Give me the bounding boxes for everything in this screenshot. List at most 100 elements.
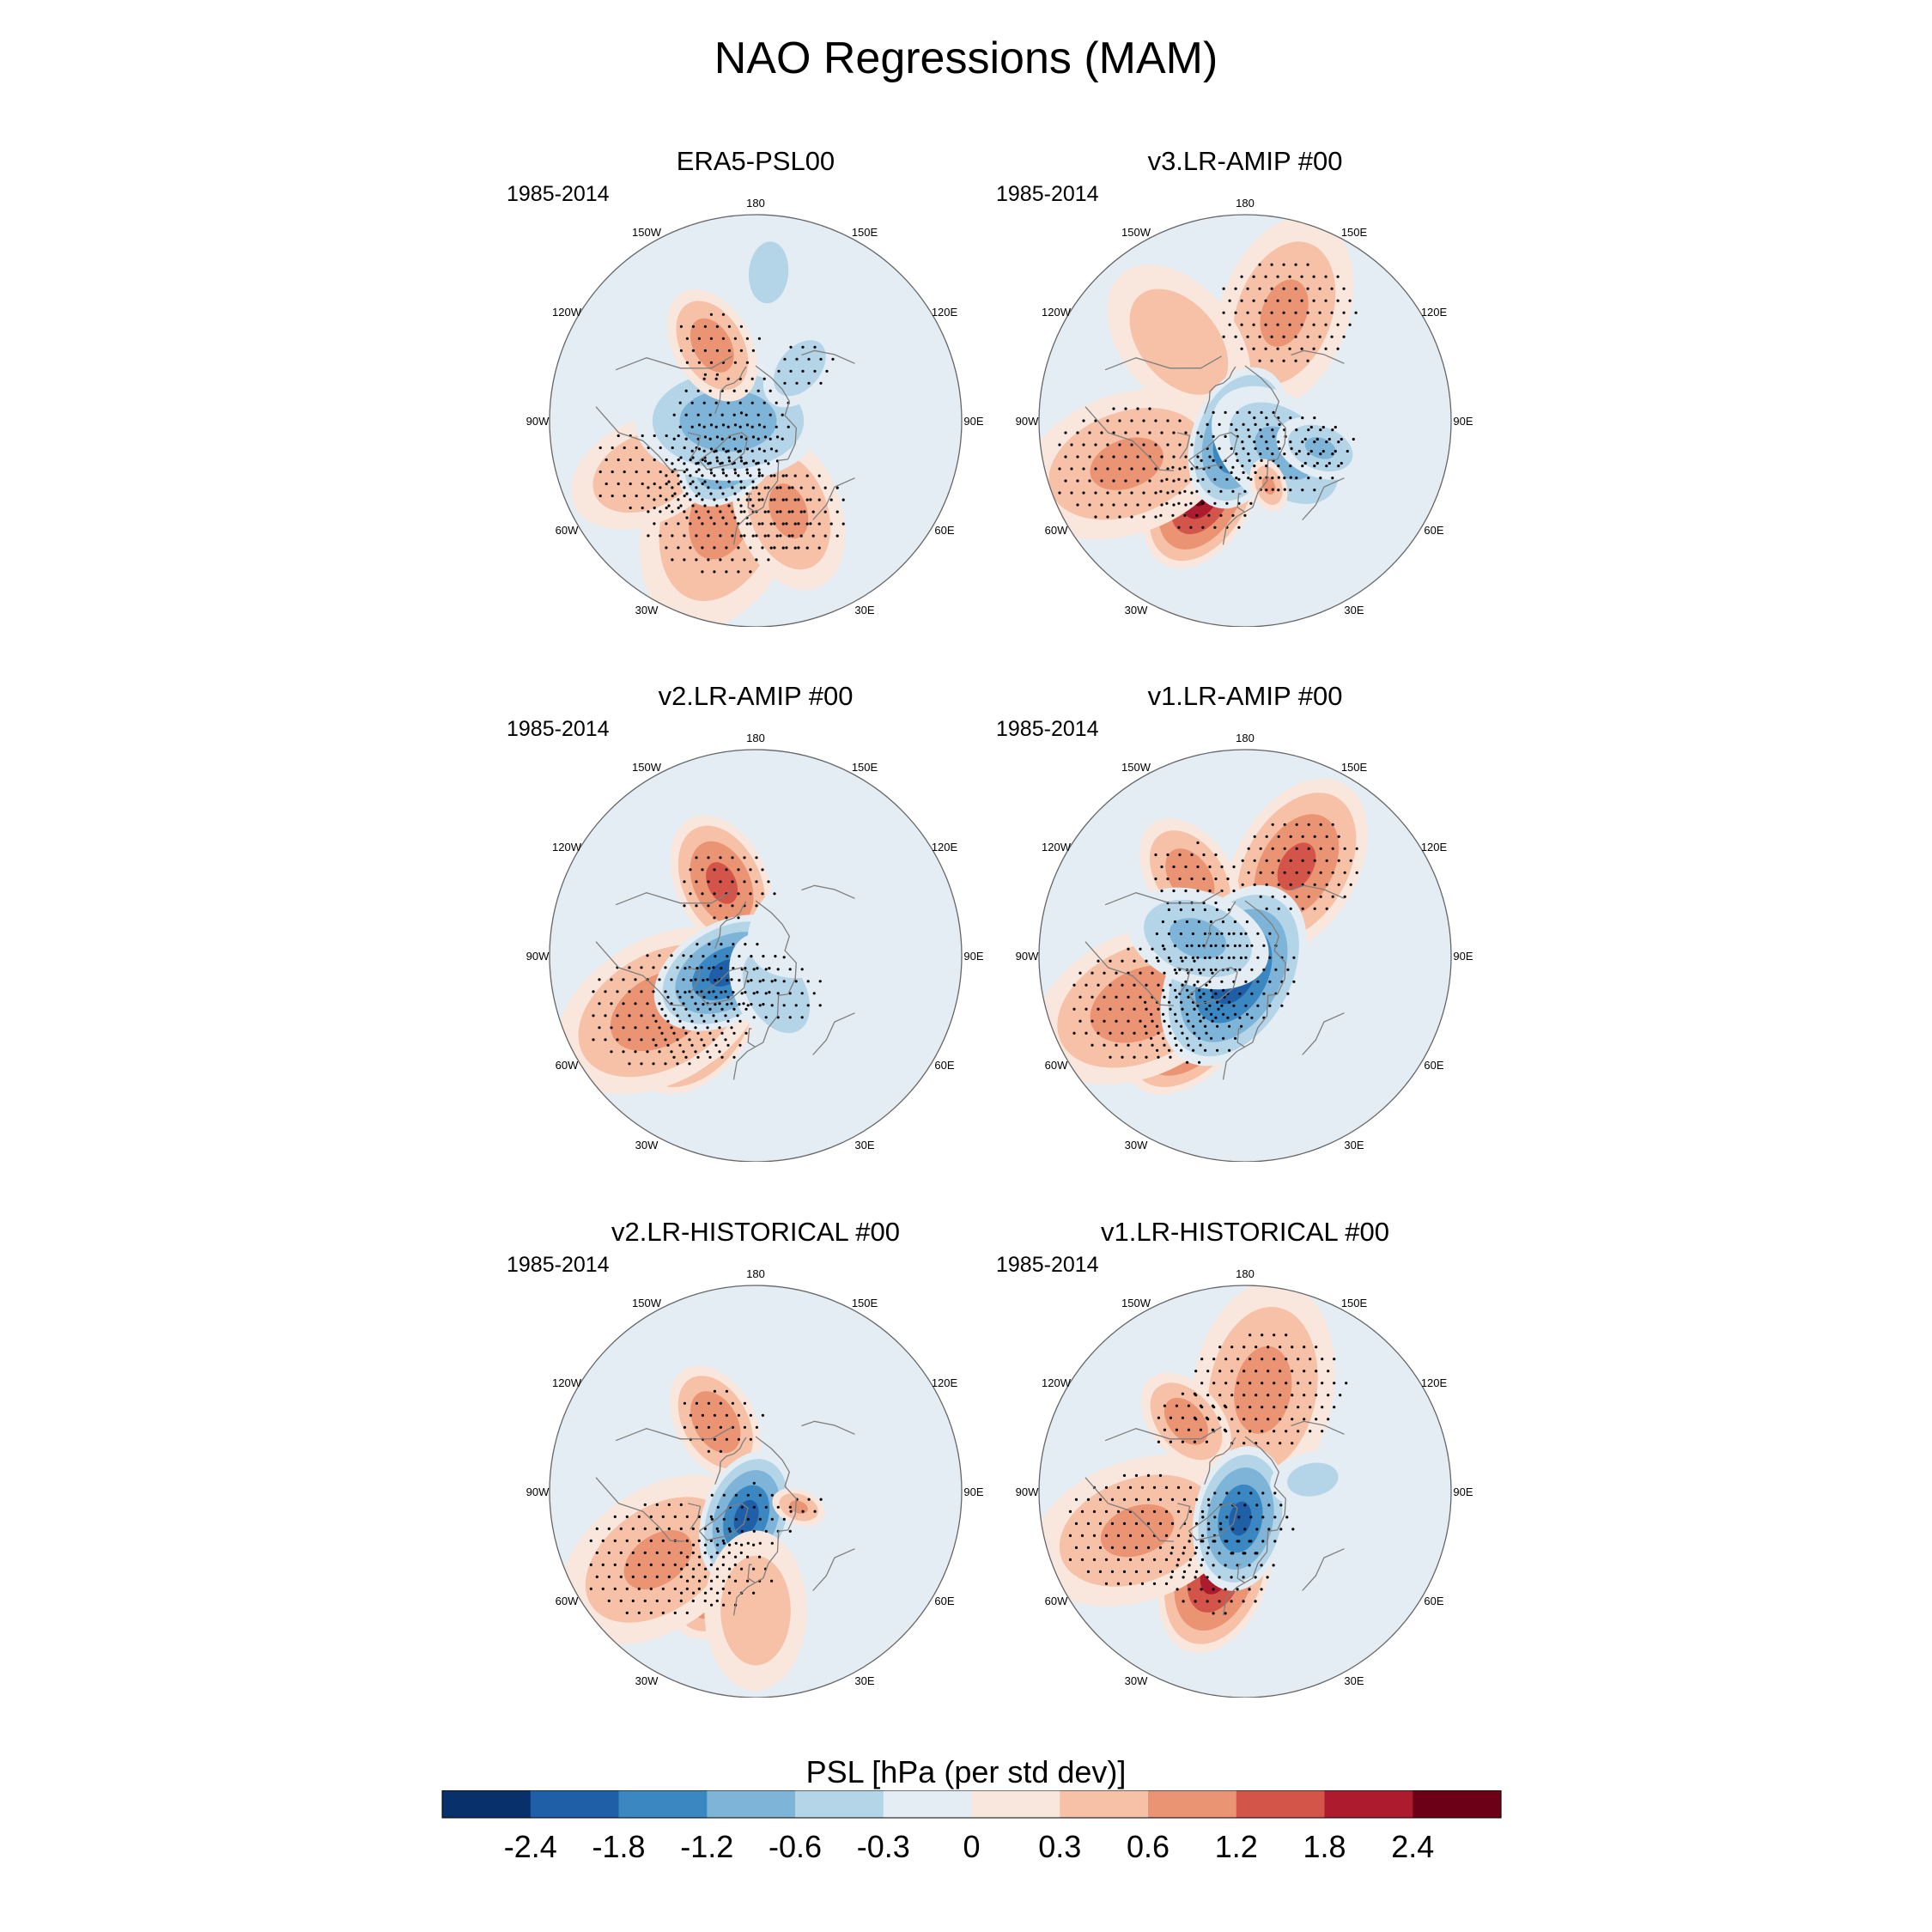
polar-map: 180150E120E90E60E30E030W60W90W120W150W [1016,732,1473,1162]
polar-map: 180150E120E90E60E30E030W60W90W120W150W [526,1268,984,1698]
colorbar-swatch [618,1790,708,1818]
lon-tick-label: 60W [1045,524,1068,537]
lon-tick-label: 30E [1344,1139,1364,1151]
anomaly-contour [720,1555,791,1666]
colorbar-tick-label: -0.6 [769,1829,822,1864]
panel-era5: ERA5-PSL00 1985-2014 180 150E 120E 90E 60E 30… [489,146,1022,627]
lon-tick-label: 90W [526,950,550,963]
field [1039,215,1451,627]
map-boundary [549,749,963,1162]
colorbar-swatch [883,1790,973,1818]
colorbar-swatch [1148,1790,1237,1818]
polar-map: 180150E120E90E60E30E030W60W90W120W150W [526,732,984,1162]
anomaly-contour [1100,1504,1175,1558]
lon-tick-label: 150E [1341,1297,1368,1309]
anomaly-contour [1287,1462,1339,1497]
lon-tick-label: 90W [1016,950,1039,963]
lon-tick-label: 120E [1421,841,1448,854]
panel-v2-historical: v2.LR-HISTORICAL #00 1985-2014 180 150E 12… [489,1217,1022,1698]
colorbar-tick-label: -1.2 [680,1829,733,1864]
lon-tick-label: 120W [1042,306,1072,319]
lon-tick-label: 30W [1125,1139,1148,1151]
lon-tick-label: 60E [934,1595,954,1607]
polar-map: 180150E120E90E60E30E030W60W90W120W150W [526,197,984,627]
lon-tick-label: 30E [1344,604,1364,617]
lon-tick-label: 150E [852,761,878,774]
panel-period: 1985-2014 [507,1253,610,1277]
colorbar-tick-label: 2.4 [1391,1829,1434,1864]
colorbar-frame [441,1790,1502,1819]
colorbar-tick-label: -0.3 [857,1829,910,1864]
anomaly-contour [1163,1397,1208,1445]
colorbar-swatch [795,1790,884,1818]
lon-tick-label: 60E [1424,524,1443,537]
lon-tick-label: 30W [1125,1674,1148,1687]
field [1039,750,1451,1162]
lon-tick-label: 150W [632,761,662,774]
lon-tick-label: 30E [854,604,874,617]
anomaly-contour [748,241,789,304]
lon-tick-label: 90W [526,1485,550,1498]
lon-tick-label: 150E [852,226,878,239]
lon-tick-label: 30E [854,1674,874,1687]
colorbar-tick-label: 0 [963,1829,980,1864]
lon-tick-label: 120W [552,841,582,854]
lon-tick-label: 150E [852,1297,878,1309]
lon-tick-label: 30W [635,1139,659,1151]
panel-v3-amip: v3.LR-AMIP #00 1985-2014 180 150E 120E 90E 6… [979,146,1511,627]
map-boundary [1038,1285,1452,1698]
lon-tick-label: 150W [632,226,662,239]
anomaly-contour [1129,289,1229,395]
lon-tick-label: 60E [934,524,954,537]
significance-stipple [1072,823,1358,1064]
lon-tick-label: 30W [1125,604,1148,617]
lon-tick-label: 60W [556,1059,579,1072]
lon-tick-label: 90W [1016,415,1039,428]
panel-title: ERA5-PSL00 [676,146,835,176]
lon-tick-label: 30W [635,1674,659,1687]
panel-period: 1985-2014 [507,717,610,741]
polar-map: 180150E120E90E60E30E030W60W90W120W150W [1016,1268,1473,1698]
anomaly-contour [1277,842,1316,890]
lon-tick-label: 120W [1042,1376,1072,1389]
panel-title: v2.LR-AMIP #00 [658,681,854,711]
colorbar-swatch [707,1790,796,1818]
anomaly-contour [690,318,734,373]
map-boundary [1038,214,1452,627]
colorbar-swatch [1324,1790,1413,1818]
map-boundary [1038,749,1452,1162]
anomaly-contour [774,340,826,397]
anomaly-contour [690,1391,741,1454]
lon-tick-label: 150E [1341,226,1368,239]
colorbar-swatch [971,1790,1060,1818]
panel-period: 1985-2014 [996,1253,1099,1277]
significance-stipple [589,1389,823,1614]
panel-v1-amip: v1.LR-AMIP #00 1985-2014 180 150E 120E 90E 6… [979,681,1511,1162]
lon-tick-label: 60W [556,1595,579,1607]
lon-tick-label: 60W [1045,1059,1068,1072]
anomaly-contour [1090,437,1163,490]
colorbar-tick-label: 0.3 [1038,1829,1081,1864]
lon-tick-label: 30W [635,604,659,617]
anomaly-contour [1234,1346,1292,1434]
colorbar-tick-label: 0.6 [1127,1829,1170,1864]
lon-tick-label: 120W [552,306,582,319]
coastlines [595,349,855,545]
lon-tick-label: 120E [1421,1376,1448,1389]
lon-tick-label: 120E [932,841,958,854]
lon-tick-label: 150W [1121,1297,1151,1309]
lon-tick-label: 60W [556,524,579,537]
coastlines [1084,349,1345,545]
anomaly-contour [1229,1501,1252,1536]
significance-stipple [1058,263,1358,529]
figure-title: NAO Regressions (MAM) [714,33,1218,83]
panel-title: v3.LR-AMIP #00 [1147,146,1343,176]
lon-tick-label: 90E [963,415,983,428]
lon-tick-label: 120E [932,306,958,319]
lon-tick-label: 90E [1453,950,1473,963]
field [550,215,962,627]
lon-tick-label: 150W [1121,761,1151,774]
lon-tick-label: 180 [1236,197,1255,210]
lon-tick-label: 90E [963,1485,983,1498]
colorbar-tick-label: 1.2 [1215,1829,1258,1864]
